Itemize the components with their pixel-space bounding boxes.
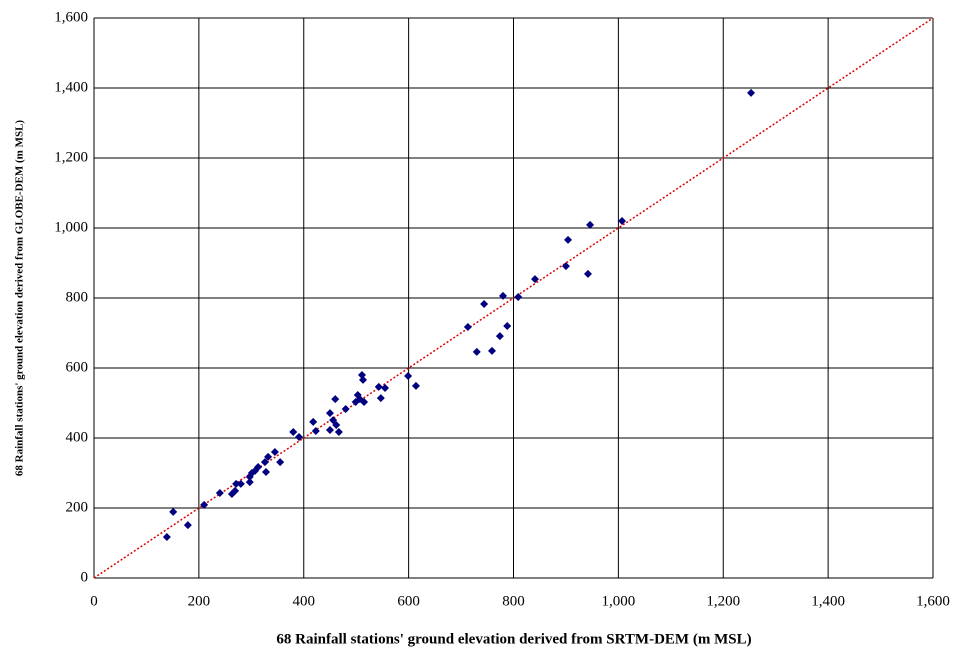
point: [231, 486, 240, 495]
point: [480, 299, 489, 308]
point: [530, 275, 539, 284]
point: [514, 292, 523, 301]
point: [503, 322, 512, 330]
point: [325, 409, 334, 418]
point: [463, 323, 472, 332]
point: [561, 262, 570, 271]
y-tick-label: 1,400: [54, 79, 88, 95]
x-axis-title: 68 Rainfall stations' ground elevation d…: [276, 631, 751, 647]
y-tick-label: 800: [66, 289, 89, 305]
x-tick-label: 0: [90, 593, 98, 609]
point: [309, 417, 318, 426]
point: [472, 347, 481, 356]
point: [564, 235, 573, 244]
point: [488, 346, 497, 355]
point: [245, 478, 254, 487]
point: [236, 479, 245, 488]
point: [260, 458, 269, 467]
point: [374, 382, 383, 391]
y-tick-label: 1,000: [54, 219, 88, 235]
point: [200, 500, 209, 509]
x-tick-label: 1,200: [706, 593, 740, 609]
y-tick-label: 1,600: [54, 9, 88, 25]
point: [162, 533, 171, 542]
point: [499, 291, 508, 300]
point: [376, 394, 385, 403]
point: [586, 220, 595, 229]
x-tick-label: 200: [188, 593, 211, 609]
point: [232, 479, 241, 488]
point: [495, 332, 504, 341]
x-tick-label: 1,400: [811, 593, 845, 609]
point: [254, 463, 263, 472]
x-tick-label: 600: [397, 593, 420, 609]
x-tick-label: 1,600: [916, 593, 950, 609]
y-tick-label: 0: [81, 569, 89, 585]
point: [331, 395, 340, 404]
y-tick-label: 1,200: [54, 149, 88, 165]
y-tick-label: 400: [66, 429, 89, 445]
point: [360, 397, 369, 406]
y-tick-label: 600: [66, 359, 89, 375]
point: [332, 421, 341, 430]
point: [411, 381, 420, 390]
x-tick-label: 800: [502, 593, 525, 609]
point: [270, 448, 279, 456]
point: [261, 467, 270, 476]
point: [341, 404, 350, 413]
point: [381, 383, 390, 392]
point: [325, 425, 334, 434]
x-tick-label: 1,000: [602, 593, 636, 609]
point: [295, 432, 304, 441]
point: [276, 458, 285, 467]
point: [311, 427, 320, 435]
y-axis-title: 68 Rainfall stations' ground elevation d…: [14, 120, 26, 477]
y-tick-label: 200: [66, 499, 89, 515]
point: [334, 428, 343, 437]
point: [404, 372, 413, 381]
point: [583, 269, 592, 278]
point: [747, 88, 756, 97]
x-tick-label: 400: [293, 593, 316, 609]
point: [618, 217, 627, 225]
point: [183, 521, 192, 530]
point: [329, 416, 338, 425]
point: [289, 428, 298, 437]
point: [264, 452, 273, 461]
point: [359, 375, 368, 384]
point: [215, 488, 224, 497]
point: [169, 507, 178, 516]
